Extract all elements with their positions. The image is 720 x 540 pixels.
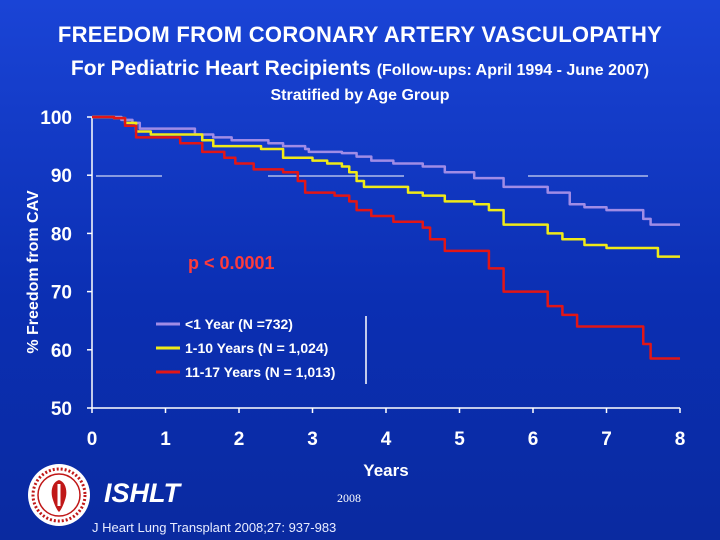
chart-subtitle: For Pediatric Heart Recipients (Follow-u… [0, 57, 720, 81]
y-tick-label-100: 100 [40, 108, 72, 129]
axes [87, 116, 681, 413]
x-axis-title: Years [363, 461, 408, 480]
report-year: 2008 [337, 491, 361, 505]
x-tick-label-6: 6 [528, 429, 539, 450]
seal-ring [31, 467, 87, 523]
x-tick-label-7: 7 [601, 429, 612, 450]
series-line-0 [92, 115, 680, 226]
x-tick-label-3: 3 [307, 429, 318, 450]
ishlt-brand: ISHLT [104, 478, 180, 508]
y-tick-label-90: 90 [51, 166, 72, 187]
y-tick-label-70: 70 [51, 283, 72, 304]
x-tick-label-4: 4 [381, 429, 392, 450]
legend-label-0: <1 Year (N =732) [185, 316, 293, 332]
tick-labels: 50 60 70 80 90 100 0 1 2 3 4 5 6 7 8 [40, 108, 685, 450]
seal-stem [57, 484, 61, 506]
p-value-annotation: p < 0.0001 [188, 253, 275, 273]
legend-label-2: 11-17 Years (N = 1,013) [185, 364, 335, 380]
subtitle-main: For Pediatric Heart Recipients [70, 57, 371, 80]
x-tick-label-2: 2 [234, 429, 245, 450]
ishlt-seal-logo [28, 464, 90, 526]
y-tick-label-80: 80 [51, 224, 72, 245]
series-group [92, 115, 680, 360]
series-line-2 [92, 115, 680, 360]
x-tick-label-5: 5 [454, 429, 465, 450]
y-axis-title: % Freedom from CAV [25, 190, 42, 354]
legend: <1 Year (N =732) 1-10 Years (N = 1,024) 11… [156, 316, 367, 384]
legend-label-1: 1-10 Years (N = 1,024) [185, 340, 328, 356]
x-tick-label-1: 1 [160, 429, 171, 450]
y-tick-label-50: 50 [51, 399, 72, 420]
chart-title: FREEDOM FROM CORONARY ARTERY VASCULOPATH… [57, 22, 663, 47]
subtitle-followup: (Follow-ups: April 1994 - June 2007) [376, 62, 650, 79]
series-line-1 [92, 115, 680, 258]
chart-strata-label: Stratified by Age Group [270, 87, 450, 104]
y-tick-label-60: 60 [51, 341, 72, 362]
x-tick-label-0: 0 [87, 429, 98, 450]
x-tick-label-8: 8 [675, 429, 686, 450]
citation: J Heart Lung Transplant 2008;27: 937-983 [92, 520, 337, 535]
